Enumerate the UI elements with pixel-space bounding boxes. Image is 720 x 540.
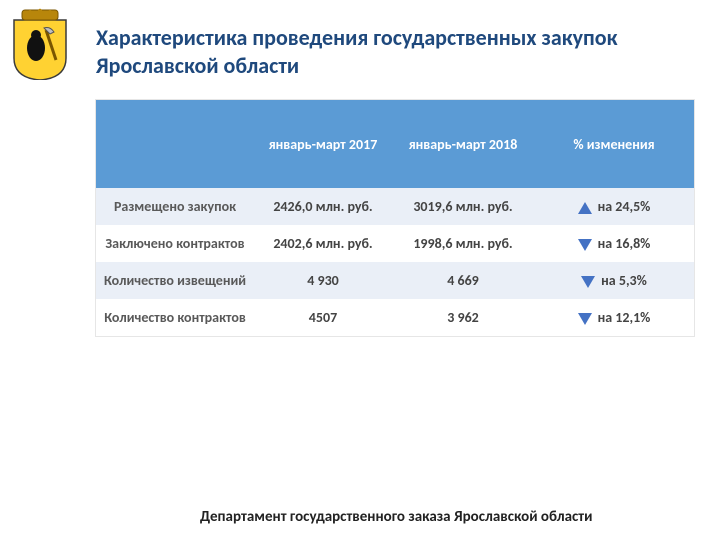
row-change: на 12,1% <box>534 299 694 336</box>
table-row: Размещено закупок2426,0 млн. руб.3019,6 … <box>96 188 694 225</box>
change-text: на 16,8% <box>598 235 651 252</box>
arrow-down-icon <box>578 239 592 251</box>
change-text: на 12,1% <box>598 309 651 326</box>
change-text: на 24,5% <box>598 198 651 215</box>
row-2018: 4 669 <box>392 262 534 299</box>
row-2017: 4 930 <box>254 262 392 299</box>
table-row: Заключено контрактов2402,6 млн. руб.1998… <box>96 225 694 262</box>
row-2018: 3 962 <box>392 299 534 336</box>
row-2017: 4507 <box>254 299 392 336</box>
page-title: Характеристика проведения государственны… <box>96 24 686 79</box>
header-col3: январь-март 2018 <box>392 100 534 188</box>
row-2017: 2402,6 млн. руб. <box>254 225 392 262</box>
table-row: Количество контрактов45073 962 на 12,1% <box>96 299 694 336</box>
row-label: Количество контрактов <box>96 299 254 336</box>
table-row: Количество извещений4 9304 669 на 5,3% <box>96 262 694 299</box>
header-col2: январь-март 2017 <box>254 100 392 188</box>
row-label: Количество извещений <box>96 262 254 299</box>
arrow-down-icon <box>578 313 592 325</box>
row-change: на 5,3% <box>534 262 694 299</box>
header-col4: % изменения <box>534 100 694 188</box>
row-2017: 2426,0 млн. руб. <box>254 188 392 225</box>
row-label: Размещено закупок <box>96 188 254 225</box>
row-2018: 3019,6 млн. руб. <box>392 188 534 225</box>
arrow-up-icon <box>578 202 592 214</box>
region-emblem <box>12 8 68 80</box>
footer-department: Департамент государственного заказа Ярос… <box>200 508 680 526</box>
row-change: на 16,8% <box>534 225 694 262</box>
header-col1 <box>96 100 254 188</box>
row-label: Заключено контрактов <box>96 225 254 262</box>
row-change: на 24,5% <box>534 188 694 225</box>
row-2018: 1998,6 млн. руб. <box>392 225 534 262</box>
arrow-down-icon <box>581 276 595 288</box>
procurement-table: январь-март 2017 январь-март 2018 % изме… <box>96 100 694 336</box>
change-text: на 5,3% <box>601 272 647 289</box>
